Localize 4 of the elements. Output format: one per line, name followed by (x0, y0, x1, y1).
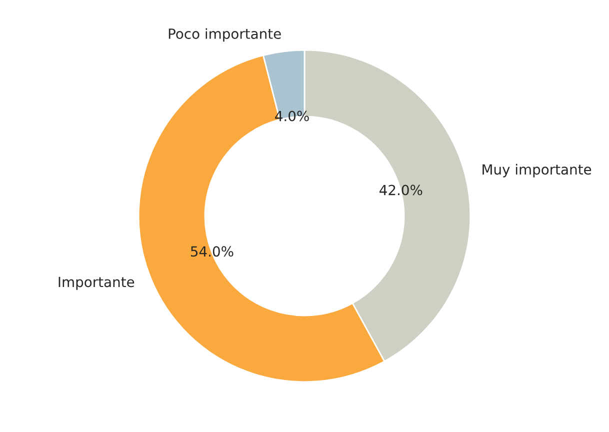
data-label: 42.0% (380, 184, 422, 196)
slice-label: Muy importante (482, 164, 592, 178)
slice-label: Poco importante (168, 28, 281, 42)
slice-label: Importante (58, 276, 134, 290)
